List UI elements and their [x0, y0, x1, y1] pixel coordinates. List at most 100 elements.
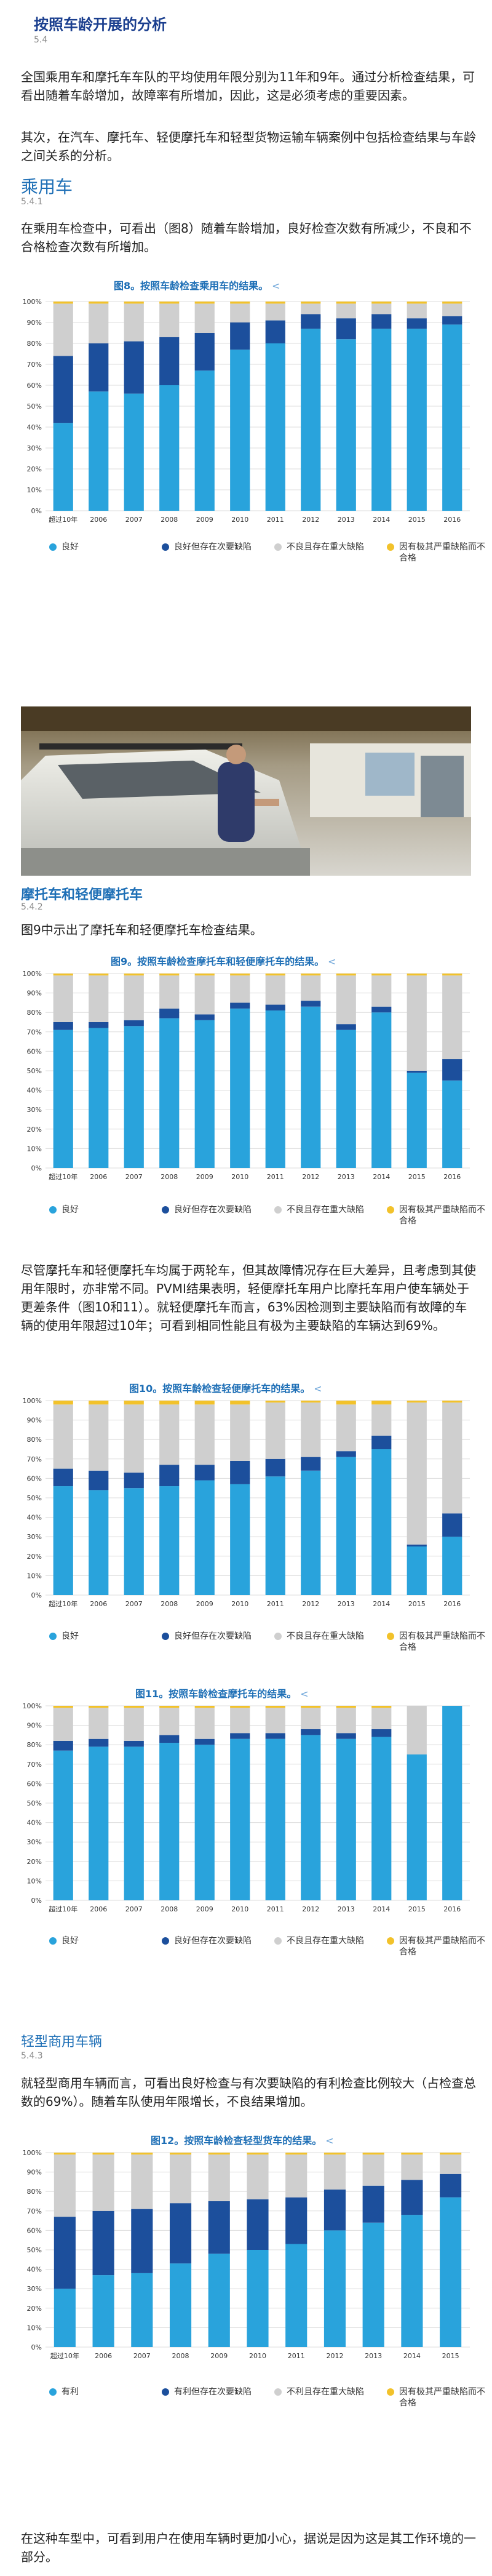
y-tick-label: 60%: [27, 382, 42, 390]
y-tick-label: 10%: [27, 2324, 42, 2332]
bar-segment: [89, 1746, 109, 1900]
bar-segment: [440, 2153, 462, 2155]
bar-segment: [230, 350, 250, 511]
bar-segment: [159, 1008, 180, 1018]
bar-segment: [336, 1401, 356, 1405]
bar-segment: [159, 1018, 180, 1168]
x-tick-label: 2009: [196, 1173, 213, 1181]
bar-segment: [301, 1457, 321, 1471]
bar-segment: [124, 1746, 144, 1900]
bar-segment: [159, 385, 180, 511]
bar-segment: [265, 1402, 285, 1459]
x-tick-label: 2014: [373, 1905, 390, 1913]
bar-segment: [194, 1014, 215, 1020]
legend-item: 不良且存在重大缺陷: [274, 1204, 376, 1226]
legend-swatch: [274, 543, 282, 551]
bar-segment: [131, 2273, 153, 2347]
x-tick-label: 2009: [196, 516, 213, 524]
legend-label: 良好: [62, 542, 79, 552]
bar-segment: [124, 1706, 144, 1708]
legend-item: 良好: [49, 1935, 151, 1958]
x-tick-label: 2009: [210, 2352, 228, 2360]
bar-segment: [407, 1401, 427, 1403]
chart-12-title: 图12。按照车龄检查轻型货车的结果。 <: [151, 2132, 334, 2147]
legend-swatch: [274, 1206, 282, 1214]
bar-segment: [159, 1706, 180, 1708]
y-tick-label: 0%: [31, 2343, 42, 2351]
legend-label: 因有极其严重缺陷而不合格: [399, 542, 485, 563]
legend-swatch: [387, 2388, 394, 2396]
bar-segment: [265, 975, 285, 1005]
chart-12: 0% 10% 20% 30% 40% 50% 60% 70% 80% 90% 100% 超过10年 20…: [23, 2149, 470, 2360]
legend-item: 不利且存在重大缺陷: [274, 2386, 376, 2409]
bar-segment: [247, 2199, 269, 2250]
legend-swatch: [387, 1937, 394, 1945]
x-tick-label: 2012: [302, 1173, 319, 1181]
bar-segment: [194, 1738, 215, 1745]
bar-segment: [323, 2190, 346, 2231]
bar-segment: [89, 974, 109, 976]
x-tick-label: 2014: [373, 516, 390, 524]
bar-segment: [230, 1401, 250, 1405]
bar-segment: [159, 1486, 180, 1595]
bar-segment: [407, 1706, 427, 1754]
bar-segment: [442, 1080, 462, 1168]
bar-segment: [336, 974, 356, 976]
x-tick-label: 2006: [90, 1905, 107, 1913]
x-tick-label: 2016: [443, 1600, 461, 1608]
y-tick-label: 50%: [27, 1494, 42, 1502]
bar-segment: [53, 1486, 73, 1595]
bar-segment: [230, 302, 250, 304]
bar-segment: [336, 1024, 356, 1030]
bar-segment: [407, 1073, 427, 1168]
chart-12-legend: 有利 有利但存在次要缺陷 不利且存在重大缺陷 因有极其严重缺陷而不合格: [49, 2386, 492, 2409]
chart-10: 0% 10% 20% 30% 40% 50% 60% 70% 80% 90% 100% 超过10年 20…: [23, 1397, 470, 1608]
bar-segment: [371, 1708, 392, 1729]
bar-segment: [265, 302, 285, 304]
bar-segment: [247, 2250, 269, 2347]
y-tick-label: 100%: [23, 2149, 42, 2157]
y-tick-label: 50%: [27, 402, 42, 410]
bar-segment: [265, 1010, 285, 1168]
bar-segment: [336, 318, 356, 340]
bar-segment: [53, 1468, 73, 1487]
x-tick-label: 2011: [267, 1600, 284, 1608]
bar-segment: [89, 1470, 109, 1490]
bar-segment: [89, 1738, 109, 1747]
x-tick-label: 2009: [196, 1600, 213, 1608]
legend-swatch: [49, 543, 57, 551]
bar-segment: [159, 1404, 180, 1465]
chevron-left-icon: <: [328, 956, 336, 967]
bar-segment: [336, 1451, 356, 1457]
bar-segment: [301, 314, 321, 329]
bar-segment: [89, 1490, 109, 1595]
legend-label: 因有极其严重缺陷而不合格: [399, 1936, 485, 1957]
bar-segment: [371, 1706, 392, 1708]
y-tick-label: 50%: [27, 1799, 42, 1807]
y-tick-label: 100%: [23, 1702, 42, 1710]
bar-segment: [265, 1458, 285, 1477]
bar-segment: [89, 1708, 109, 1739]
bar-segment: [194, 303, 215, 333]
bar-segment: [159, 337, 180, 385]
chevron-left-icon: <: [300, 1688, 309, 1700]
legend-item: 不良且存在重大缺陷: [274, 542, 376, 564]
bar-segment: [169, 2153, 192, 2155]
x-tick-label: 2007: [125, 1905, 143, 1913]
bar-segment: [230, 1706, 250, 1708]
x-tick-label: 2016: [443, 516, 461, 524]
bar-segment: [89, 1404, 109, 1471]
bar-segment: [323, 2154, 346, 2190]
x-tick-label: 2011: [267, 516, 284, 524]
bar-segment: [54, 2289, 76, 2347]
bar-segment: [92, 2154, 114, 2211]
chart-11-title-text: 图11。按照车龄检查摩托车的结果。: [135, 1688, 297, 1700]
bar-segment: [301, 302, 321, 304]
bar-segment: [208, 2154, 230, 2201]
bar-segment: [230, 1008, 250, 1168]
x-tick-label: 2007: [125, 516, 143, 524]
bar-segment: [336, 1030, 356, 1168]
legend-swatch: [387, 1206, 394, 1214]
x-tick-label: 2016: [443, 1173, 461, 1181]
x-tick-label: 2008: [172, 2352, 189, 2360]
